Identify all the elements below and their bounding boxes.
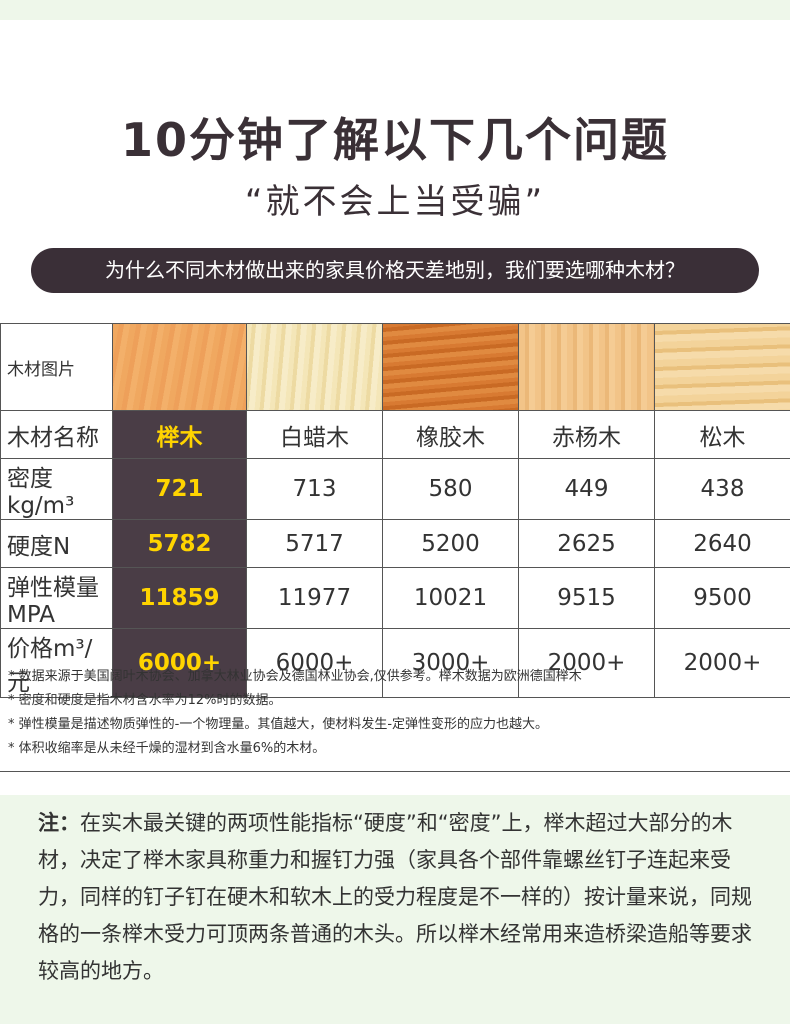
table-cell: 11859: [112, 567, 247, 629]
row-label-modulus: 弹性模量MPA: [0, 567, 113, 629]
table-cell: 9515: [518, 567, 655, 629]
table-cell: 白蜡木: [246, 410, 383, 459]
pine-wood-texture: [655, 324, 790, 410]
hardness-row: 硬度N 5782 5717 5200 2625 2640: [0, 519, 790, 568]
beech-wood-texture: [113, 324, 246, 410]
name-row: 木材名称 榉木 白蜡木 橡胶木 赤杨木 松木: [0, 410, 790, 459]
page-subtitle: “就不会上当受骗”: [244, 182, 546, 222]
top-band: [0, 0, 790, 20]
table-cell: 松木: [654, 410, 790, 459]
ash-wood-texture: [247, 324, 382, 410]
modulus-row: 弹性模量MPA 11859 11977 10021 9515 9500: [0, 567, 790, 629]
table-cell: 713: [246, 458, 383, 520]
footnotes: * 数据来源于美国阔叶木协会、加拿大林业协会及德国林业协会,仅供参考。榉木数据为…: [8, 665, 778, 761]
table-cell: 580: [382, 458, 519, 520]
table-cell: 橡胶木: [382, 410, 519, 459]
rubberwood-texture: [383, 324, 518, 410]
table-cell: 721: [112, 458, 247, 520]
wood-comparison-table: 木材图片 木材名称 榉木 白蜡木 橡胶木 赤杨木 松木 密度kg/m³ 721 …: [0, 323, 790, 698]
table-cell: 6000+: [246, 628, 383, 698]
row-label-density: 密度kg/m³: [0, 458, 113, 520]
row-label-hardness: 硬度N: [0, 519, 113, 568]
footnote: * 密度和硬度是指木材含水率为12%时的数据。: [8, 693, 282, 708]
tip-background: [0, 795, 790, 1024]
row-label-name: 木材名称: [0, 410, 113, 459]
table-cell: 赤杨木: [518, 410, 655, 459]
row-label-image: 木材图片: [0, 323, 113, 411]
footnote: * 体积收缩率是从未经千燥的湿材到含水量6%的木材。: [8, 741, 326, 756]
table-cell: 3000+: [382, 628, 519, 698]
table-cell: 9500: [654, 567, 790, 629]
page-title: 10分钟了解以下几个问题: [120, 113, 669, 167]
table-cell: 5782: [112, 519, 247, 568]
tip-label: 注：: [38, 811, 80, 835]
table-cell: 2640: [654, 519, 790, 568]
question-banner: 为什么不同木材做出来的家具价格天差地别，我们要选哪种木材？: [31, 248, 759, 293]
divider: [0, 771, 790, 772]
table-cell: 2625: [518, 519, 655, 568]
price-row: 价格m³/元 6000+ 6000+ 3000+ 2000+ 2000+: [0, 628, 790, 698]
table-cell: 榉木: [112, 410, 247, 459]
row-label-price: 价格m³/元: [0, 628, 113, 698]
table-cell: 5200: [382, 519, 519, 568]
table-cell: 2000+: [654, 628, 790, 698]
footnote: * 数据来源于美国阔叶木协会、加拿大林业协会及德国林业协会,仅供参考。榉木数据为…: [8, 669, 582, 684]
tip-body: 在实木最关键的两项性能指标“硬度”和“密度”上，榉木超过大部分的木材，决定了榉木…: [38, 811, 752, 983]
tip-paragraph: 注：在实木最关键的两项性能指标“硬度”和“密度”上，榉木超过大部分的木材，决定了…: [38, 805, 758, 990]
table-cell: 438: [654, 458, 790, 520]
table-cell: 449: [518, 458, 655, 520]
table-cell: 5717: [246, 519, 383, 568]
alder-wood-texture: [519, 324, 654, 410]
image-row: 木材图片: [0, 323, 790, 411]
density-row: 密度kg/m³ 721 713 580 449 438: [0, 458, 790, 520]
table-cell: 11977: [246, 567, 383, 629]
footnote: * 弹性模量是描述物质弹性的-一个物理量。其值越大，使材料发生-定弹性变形的应力…: [8, 717, 549, 732]
table-cell: 2000+: [518, 628, 655, 698]
table-cell: 10021: [382, 567, 519, 629]
